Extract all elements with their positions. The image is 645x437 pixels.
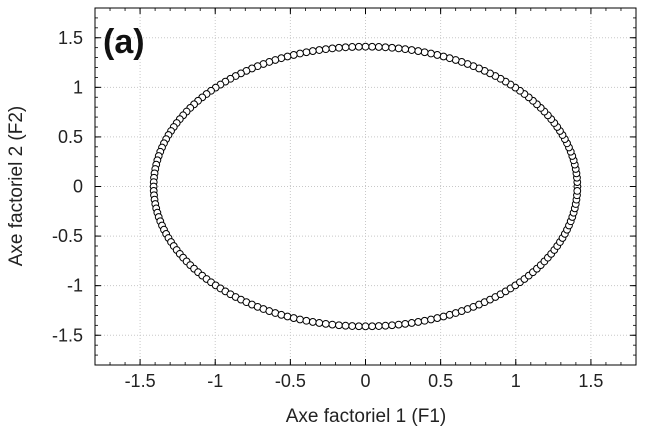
data-point	[368, 322, 377, 331]
x-axis-title: Axe factoriel 1 (F1)	[286, 406, 447, 427]
x-tick-label: 1	[511, 371, 521, 391]
data-point	[388, 43, 396, 52]
data-point	[361, 42, 370, 51]
y-tick-label: 0.5	[58, 127, 83, 147]
data-point	[335, 321, 343, 330]
x-tick-label: -1.5	[125, 371, 156, 391]
data-point	[296, 49, 304, 58]
data-point	[414, 47, 423, 55]
x-tick-label: 1.5	[578, 371, 603, 391]
y-tick-label: -1	[67, 276, 83, 296]
y-tick-label: -0.5	[52, 226, 83, 246]
data-point	[420, 316, 429, 325]
data-point	[302, 316, 311, 325]
data-point	[348, 43, 357, 51]
data-point	[335, 43, 343, 52]
data-points	[149, 42, 582, 331]
data-point	[341, 43, 350, 52]
data-point	[374, 43, 383, 51]
data-point	[420, 48, 429, 57]
data-point	[315, 319, 324, 327]
data-point	[289, 314, 298, 322]
data-point	[361, 322, 370, 331]
data-point	[407, 46, 416, 54]
data-point	[302, 48, 311, 57]
y-axis-title: Axe factoriel 2 (F2)	[6, 106, 27, 267]
data-point	[394, 320, 403, 329]
panel-label: (a)	[103, 23, 145, 61]
data-point	[414, 318, 423, 326]
x-tick-label: 0.5	[428, 371, 453, 391]
data-point	[401, 319, 410, 328]
y-tick-label: -1.5	[52, 325, 83, 345]
data-point	[354, 322, 363, 331]
data-point	[573, 186, 582, 195]
x-tick-label: -1	[207, 371, 223, 391]
data-point	[354, 42, 363, 51]
data-point	[321, 45, 330, 54]
axis-ticks: -1.5 -1 -0.5 0 0.5 1 1.5 -1.5 -1 -0.5 0 0.5 1 1.5	[52, 7, 637, 391]
data-point	[368, 42, 377, 51]
data-point	[341, 321, 350, 330]
data-point	[407, 319, 416, 327]
plot-frame	[94, 7, 637, 366]
grid-lines	[95, 8, 636, 365]
data-point	[433, 51, 442, 59]
data-point	[328, 320, 337, 329]
data-point	[388, 321, 396, 330]
x-tick-label: 0	[360, 371, 370, 391]
data-point	[401, 45, 410, 54]
data-point	[433, 314, 442, 322]
data-point	[394, 44, 403, 53]
data-point	[348, 322, 357, 330]
data-point	[374, 322, 383, 330]
y-tick-label: 1	[73, 77, 83, 97]
data-point	[308, 318, 317, 326]
data-point	[283, 312, 292, 321]
data-point	[328, 44, 337, 53]
y-tick-label: 0	[73, 177, 83, 197]
x-tick-label: -0.5	[275, 371, 306, 391]
data-point	[439, 52, 448, 61]
y-tick-label: 1.5	[58, 28, 83, 48]
data-point	[381, 321, 390, 330]
data-point	[427, 315, 435, 324]
data-point	[315, 46, 324, 54]
data-point	[289, 51, 298, 59]
data-point	[296, 315, 304, 324]
data-point	[427, 49, 435, 58]
data-point	[308, 47, 317, 55]
data-point	[321, 319, 330, 328]
data-point	[381, 43, 390, 52]
